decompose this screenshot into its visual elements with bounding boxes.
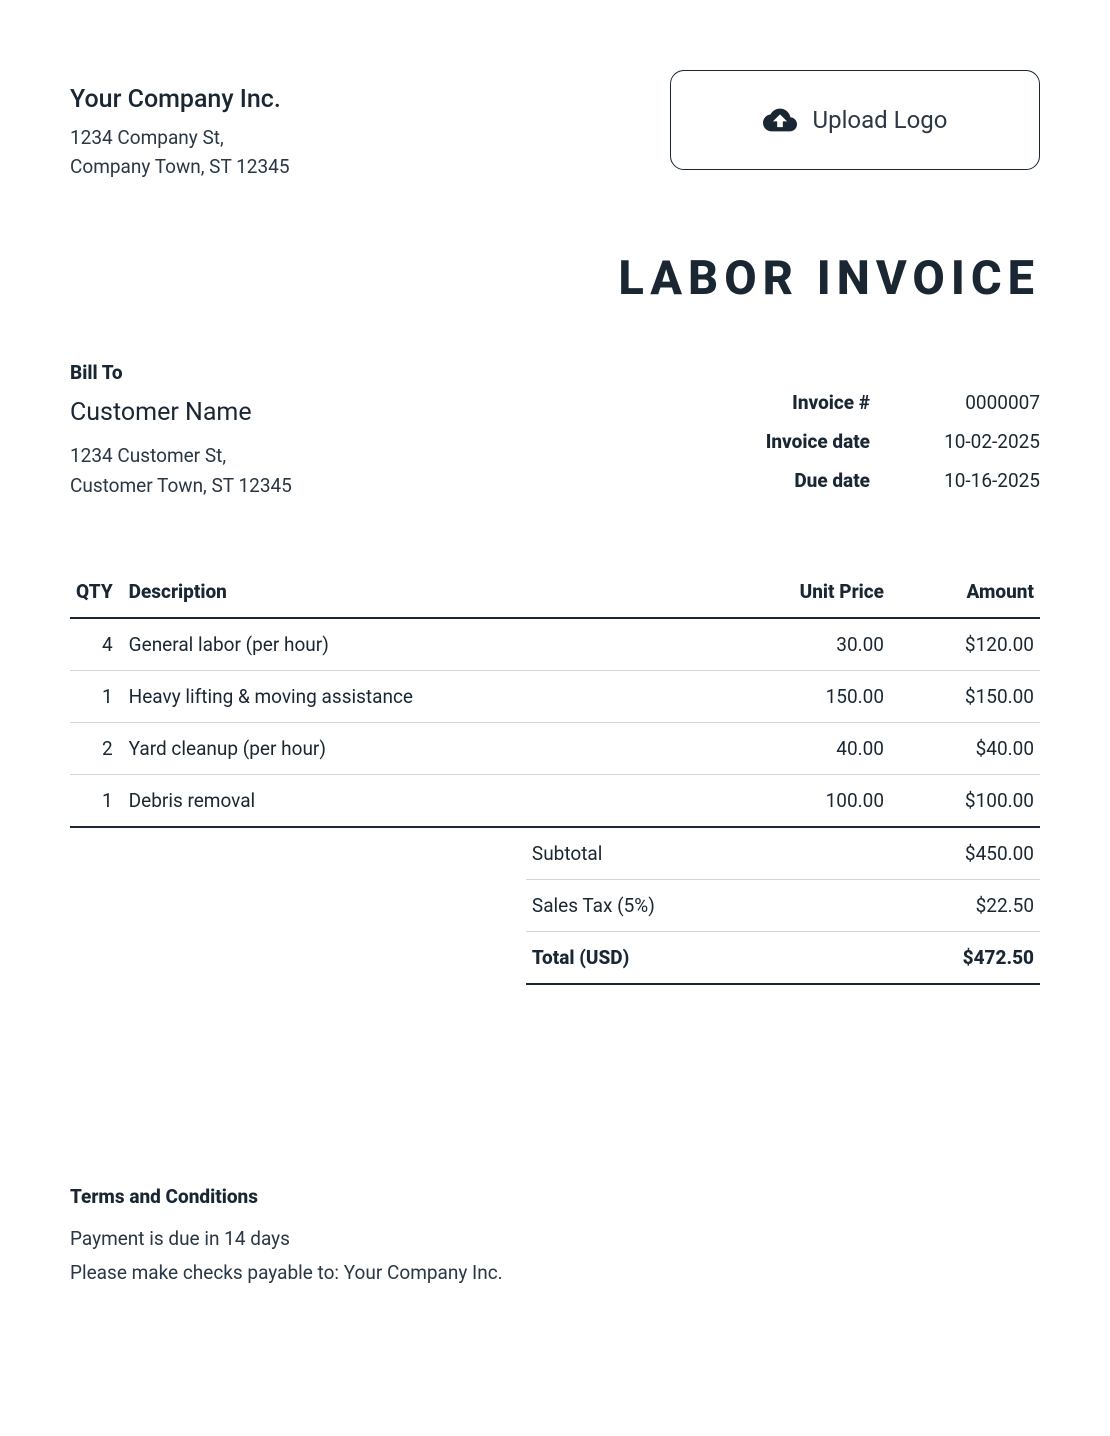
qty-cell[interactable]: 1 — [70, 775, 123, 828]
table-header-row: QTY Description Unit Price Amount — [70, 568, 1040, 618]
bill-to-block: Bill To Customer Name 1234 Customer St, … — [70, 361, 292, 508]
due-date-row: Due date 10-16-2025 — [766, 469, 1040, 492]
qty-header: QTY — [70, 568, 123, 618]
unit-price-cell[interactable]: 150.00 — [720, 671, 890, 723]
description-cell[interactable]: Heavy lifting & moving assistance — [123, 671, 720, 723]
subtotal-value: $450.00 — [965, 842, 1034, 865]
terms-block: Terms and Conditions Payment is due in 1… — [70, 1185, 1040, 1290]
amount-header: Amount — [890, 568, 1040, 618]
line-items-table: QTY Description Unit Price Amount 4Gener… — [70, 568, 1040, 828]
upload-logo-label: Upload Logo — [813, 106, 948, 134]
header-row: Your Company Inc. 1234 Company St, Compa… — [70, 70, 1040, 181]
bill-to-heading: Bill To — [70, 361, 292, 384]
invoice-number-label: Invoice # — [792, 391, 870, 414]
due-date-value[interactable]: 10-16-2025 — [920, 469, 1040, 492]
description-cell[interactable]: Yard cleanup (per hour) — [123, 723, 720, 775]
customer-address-line1: 1234 Customer St, — [70, 441, 292, 471]
invoice-meta-block: Invoice # 0000007 Invoice date 10-02-202… — [766, 391, 1040, 508]
subtotal-label: Subtotal — [532, 842, 602, 865]
customer-address[interactable]: 1234 Customer St, Customer Town, ST 1234… — [70, 441, 292, 502]
amount-cell: $120.00 — [890, 618, 1040, 671]
customer-name[interactable]: Customer Name — [70, 398, 292, 427]
company-address-line2: Company Town, ST 12345 — [70, 153, 290, 182]
qty-cell[interactable]: 2 — [70, 723, 123, 775]
invoice-number-row: Invoice # 0000007 — [766, 391, 1040, 414]
tax-label: Sales Tax (5%) — [532, 894, 655, 917]
subtotal-row: Subtotal $450.00 — [526, 828, 1040, 880]
table-row[interactable]: 1Debris removal100.00$100.00 — [70, 775, 1040, 828]
invoice-title: LABOR INVOICE — [70, 251, 1040, 306]
terms-line2: Please make checks payable to: Your Comp… — [70, 1256, 1040, 1290]
invoice-date-row: Invoice date 10-02-2025 — [766, 430, 1040, 453]
terms-heading: Terms and Conditions — [70, 1185, 1040, 1208]
amount-cell: $100.00 — [890, 775, 1040, 828]
company-name[interactable]: Your Company Inc. — [70, 85, 290, 114]
due-date-label: Due date — [794, 469, 870, 492]
tax-value: $22.50 — [976, 894, 1034, 917]
cloud-upload-icon — [763, 107, 797, 133]
unit-price-cell[interactable]: 40.00 — [720, 723, 890, 775]
invoice-number-value[interactable]: 0000007 — [920, 391, 1040, 414]
tax-row: Sales Tax (5%) $22.50 — [526, 880, 1040, 932]
amount-cell: $150.00 — [890, 671, 1040, 723]
table-row[interactable]: 1Heavy lifting & moving assistance150.00… — [70, 671, 1040, 723]
total-row: Total (USD) $472.50 — [526, 932, 1040, 985]
totals-block: Subtotal $450.00 Sales Tax (5%) $22.50 T… — [526, 828, 1040, 985]
mid-row: Bill To Customer Name 1234 Customer St, … — [70, 361, 1040, 508]
table-row[interactable]: 2Yard cleanup (per hour)40.00$40.00 — [70, 723, 1040, 775]
company-address-line1: 1234 Company St, — [70, 124, 290, 153]
unit-price-header: Unit Price — [720, 568, 890, 618]
invoice-date-value[interactable]: 10-02-2025 — [920, 430, 1040, 453]
amount-cell: $40.00 — [890, 723, 1040, 775]
invoice-date-label: Invoice date — [766, 430, 870, 453]
description-cell[interactable]: General labor (per hour) — [123, 618, 720, 671]
upload-logo-button[interactable]: Upload Logo — [670, 70, 1040, 170]
company-address[interactable]: 1234 Company St, Company Town, ST 12345 — [70, 124, 290, 181]
terms-text[interactable]: Payment is due in 14 days Please make ch… — [70, 1222, 1040, 1290]
total-label: Total (USD) — [532, 946, 629, 969]
customer-address-line2: Customer Town, ST 12345 — [70, 471, 292, 501]
unit-price-cell[interactable]: 100.00 — [720, 775, 890, 828]
qty-cell[interactable]: 4 — [70, 618, 123, 671]
description-cell[interactable]: Debris removal — [123, 775, 720, 828]
description-header: Description — [123, 568, 720, 618]
terms-line1: Payment is due in 14 days — [70, 1222, 1040, 1256]
company-block: Your Company Inc. 1234 Company St, Compa… — [70, 70, 290, 181]
unit-price-cell[interactable]: 30.00 — [720, 618, 890, 671]
total-value: $472.50 — [963, 946, 1034, 969]
qty-cell[interactable]: 1 — [70, 671, 123, 723]
table-row[interactable]: 4General labor (per hour)30.00$120.00 — [70, 618, 1040, 671]
